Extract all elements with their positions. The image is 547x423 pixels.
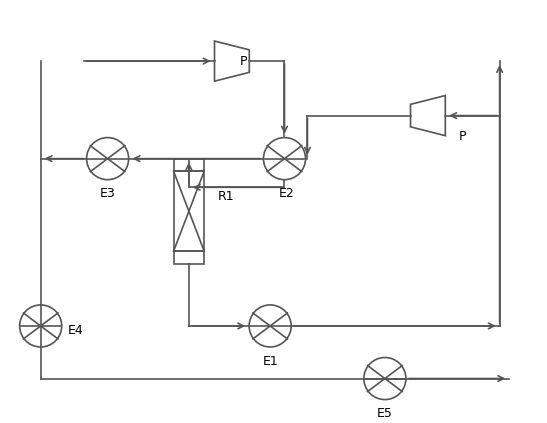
Text: E3: E3 [100, 187, 115, 201]
Bar [173, 171, 204, 251]
Text: E2: E2 [278, 187, 294, 201]
Text: E4: E4 [67, 324, 83, 337]
Text: P: P [458, 130, 466, 143]
Bar [173, 251, 204, 264]
Text: R1: R1 [218, 190, 234, 203]
Bar [173, 159, 204, 171]
Text: P: P [240, 55, 247, 68]
Text: E1: E1 [262, 354, 278, 368]
Text: E5: E5 [377, 407, 393, 420]
